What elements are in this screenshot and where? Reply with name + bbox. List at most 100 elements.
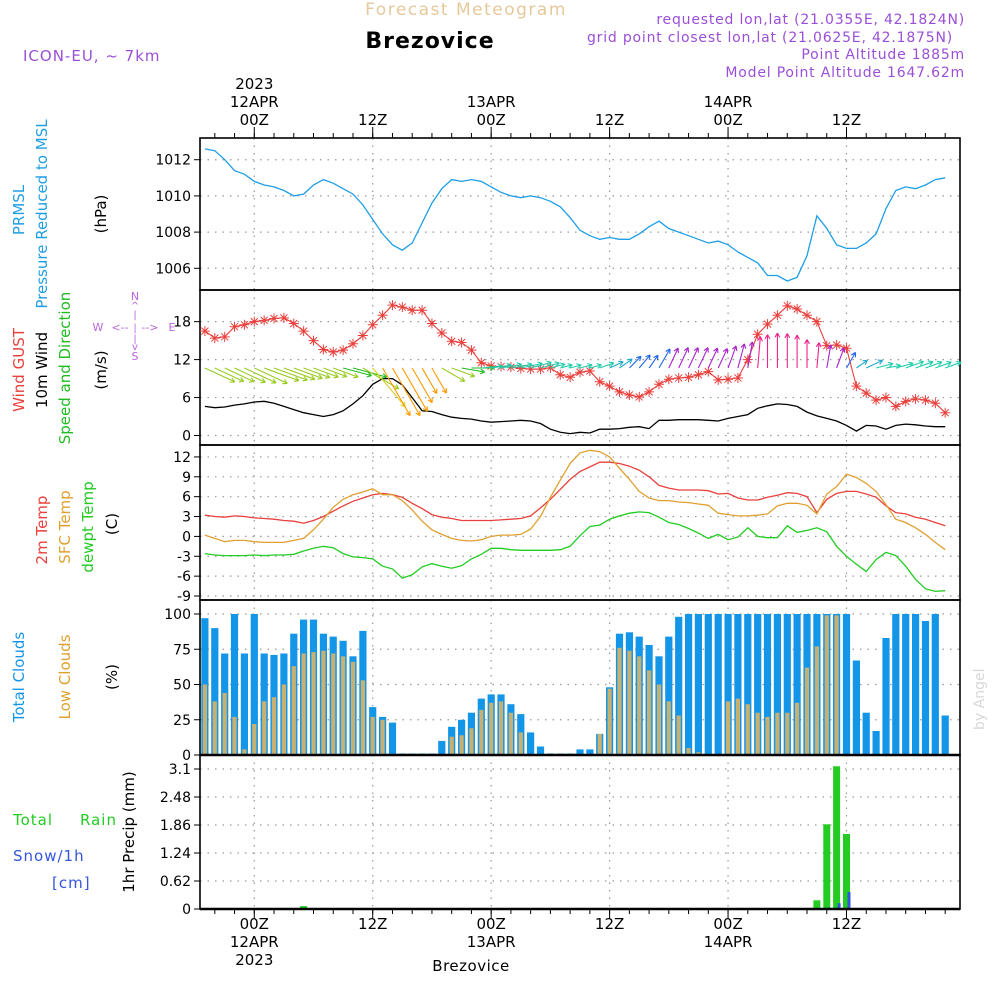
gust-marker	[930, 398, 941, 409]
time-tick-label: 00Z	[240, 915, 269, 933]
gust-marker	[259, 315, 270, 326]
low-cloud-bar	[676, 715, 681, 755]
gust-marker	[397, 302, 408, 313]
time-tick-label: 12Z	[595, 915, 624, 933]
y-tick-label: -6	[177, 569, 191, 585]
compass-e-arrow: -->	[141, 321, 158, 334]
low-cloud-bar	[735, 698, 740, 755]
wind-direction-arrow	[678, 347, 690, 369]
total-cloud-bar	[250, 614, 258, 755]
pressure-line	[204, 148, 946, 282]
model-altitude: Model Point Altitude 1647.62m	[725, 65, 965, 81]
wind-direction-arrow	[264, 367, 300, 382]
y-tick-label: 50	[173, 678, 191, 694]
total-cloud-bar	[388, 722, 397, 755]
total-cloud-bar	[240, 653, 248, 755]
wind-direction-arrow	[815, 342, 822, 369]
wind-direction-arrow	[856, 359, 868, 369]
wind-direction-arrow	[865, 359, 883, 369]
time-tick-label: 12Z	[832, 111, 861, 129]
gust-marker	[634, 391, 645, 402]
low-cloud-bar	[745, 704, 750, 755]
total-cloud-bar	[773, 614, 781, 755]
low-cloud-bar	[479, 709, 484, 755]
total-cloud-bar	[892, 614, 900, 755]
time-tick-label: 13APR	[467, 93, 516, 111]
requested-coords: requested lon,lat (21.0355E, 42.1824N)	[656, 12, 965, 28]
wind-direction-arrow	[401, 367, 428, 412]
wind-direction-arrow	[214, 367, 245, 383]
total-cloud-bar	[714, 614, 722, 755]
gust-marker	[890, 401, 901, 412]
low-cloud-bar	[775, 712, 780, 755]
total-cloud-bar	[842, 614, 851, 755]
gust-marker	[782, 300, 793, 311]
y-tick-label: 3.1	[169, 762, 191, 778]
gust-marker	[762, 319, 773, 330]
time-tick-label: 00Z	[240, 111, 269, 129]
wind-direction-arrow	[599, 361, 615, 369]
gust-marker	[288, 318, 299, 329]
low-cloud-bar	[607, 688, 612, 755]
total-cloud-bar	[211, 628, 219, 755]
total-cloud-bar	[576, 749, 584, 755]
gust-marker	[417, 305, 428, 316]
y-tick-label: 0	[182, 529, 191, 545]
low-cloud-bar	[242, 749, 247, 755]
wind-direction-arrow	[697, 347, 709, 369]
forecast-title: Forecast Meteogram	[365, 0, 567, 20]
low-cloud-bar	[360, 680, 365, 755]
wind-direction-arrow	[421, 367, 438, 394]
low-cloud-bar	[489, 702, 494, 755]
gust-marker	[940, 407, 951, 418]
total-cloud-bar	[744, 614, 752, 755]
gust-marker	[663, 374, 674, 385]
total-cloud-bar	[586, 749, 594, 755]
total-cloud-bar	[675, 616, 683, 755]
wind-direction-arrow	[658, 348, 671, 369]
low-cloud-bar	[508, 712, 513, 755]
low-cloud-bar	[232, 716, 237, 755]
low-cloud-bar	[341, 656, 346, 755]
low-cloud-bar	[291, 666, 296, 755]
wind-direction-label: Speed and Direction	[56, 292, 74, 445]
y-tick-label: 0	[182, 748, 191, 764]
low-cloud-bar	[350, 661, 356, 755]
wind-direction-arrow	[784, 333, 791, 368]
gust-marker	[407, 305, 418, 316]
low-cloud-bar	[785, 712, 790, 755]
gust-marker	[594, 376, 605, 387]
wind-direction-arrow	[560, 363, 573, 369]
compass-w: W	[93, 321, 104, 334]
panels-layer: 1006 1008 1010 1012 0 6 12 18 -9 -6 -3 0 3 6 9 12 0 25 50 7…	[10, 75, 962, 969]
point-altitude: Point Altitude 1885m	[801, 47, 965, 63]
precip-rain-label: Rain	[80, 811, 117, 829]
wind-direction-arrow	[461, 367, 486, 375]
low-cloud-bar	[212, 701, 217, 755]
y-tick-label: 6	[182, 490, 191, 506]
gust-marker	[673, 372, 684, 383]
wind-direction-arrow	[392, 367, 421, 417]
total-cloud-bar	[783, 614, 791, 755]
time-tick-label: 12Z	[595, 111, 624, 129]
gust-marker	[436, 328, 447, 339]
total-cloud-bar	[724, 614, 732, 755]
pressure-ylabel: (hPa)	[92, 195, 110, 234]
time-tick-label: 00Z	[476, 111, 505, 129]
gust-marker	[614, 386, 625, 397]
total-cloud-bar	[763, 614, 772, 755]
time-tick-label: 00Z	[713, 915, 742, 933]
wind-direction-arrow	[688, 347, 699, 369]
wind-direction-arrow	[804, 339, 810, 368]
precip-snow-label: Snow/1h	[13, 847, 85, 865]
compass-n-arrow: ^	[131, 301, 139, 312]
gust-marker	[555, 369, 566, 380]
low-cloud-bar	[262, 701, 267, 755]
time-tick-label: 13APR	[467, 933, 516, 951]
wind-direction-arrow	[629, 355, 642, 369]
wind-direction-arrow	[925, 360, 943, 369]
wind-direction-arrow	[244, 367, 277, 384]
gust-marker	[703, 366, 714, 377]
gust-marker	[525, 364, 536, 375]
